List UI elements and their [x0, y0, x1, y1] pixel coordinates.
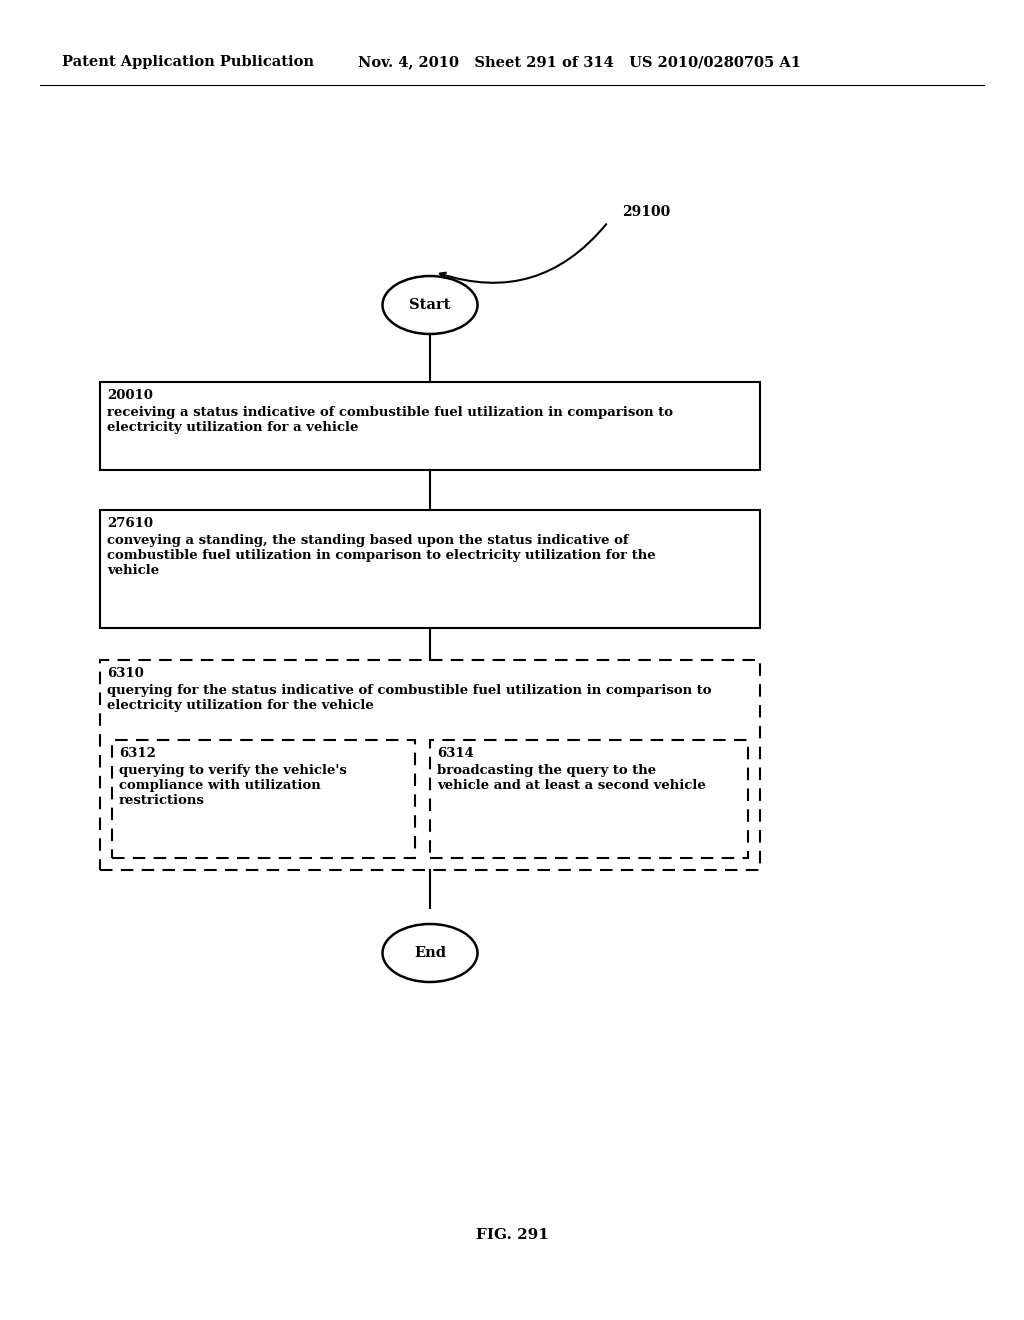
Text: 6312: 6312 [119, 747, 156, 760]
Text: conveying a standing, the standing based upon the status indicative of
combustib: conveying a standing, the standing based… [106, 535, 655, 577]
Text: broadcasting the query to the
vehicle and at least a second vehicle: broadcasting the query to the vehicle an… [437, 764, 706, 792]
Bar [100, 381, 760, 470]
Text: querying for the status indicative of combustible fuel utilization in comparison: querying for the status indicative of co… [106, 684, 712, 711]
Text: Nov. 4, 2010   Sheet 291 of 314   US 2010/0280705 A1: Nov. 4, 2010 Sheet 291 of 314 US 2010/02… [358, 55, 801, 69]
Text: 6310: 6310 [106, 667, 143, 680]
Text: Start: Start [410, 298, 451, 312]
Text: Patent Application Publication: Patent Application Publication [62, 55, 314, 69]
Text: querying to verify the vehicle's
compliance with utilization
restrictions: querying to verify the vehicle's complia… [119, 764, 347, 807]
Text: 6314: 6314 [437, 747, 474, 760]
Text: 29100: 29100 [622, 205, 671, 219]
Text: FIG. 291: FIG. 291 [475, 1228, 549, 1242]
Text: receiving a status indicative of combustible fuel utilization in comparison to
e: receiving a status indicative of combust… [106, 407, 673, 434]
Bar [430, 741, 748, 858]
Bar [100, 660, 760, 870]
Text: 27610: 27610 [106, 517, 153, 531]
Text: End: End [414, 946, 446, 960]
Bar [112, 741, 415, 858]
Text: 20010: 20010 [106, 389, 153, 403]
Bar [100, 510, 760, 628]
